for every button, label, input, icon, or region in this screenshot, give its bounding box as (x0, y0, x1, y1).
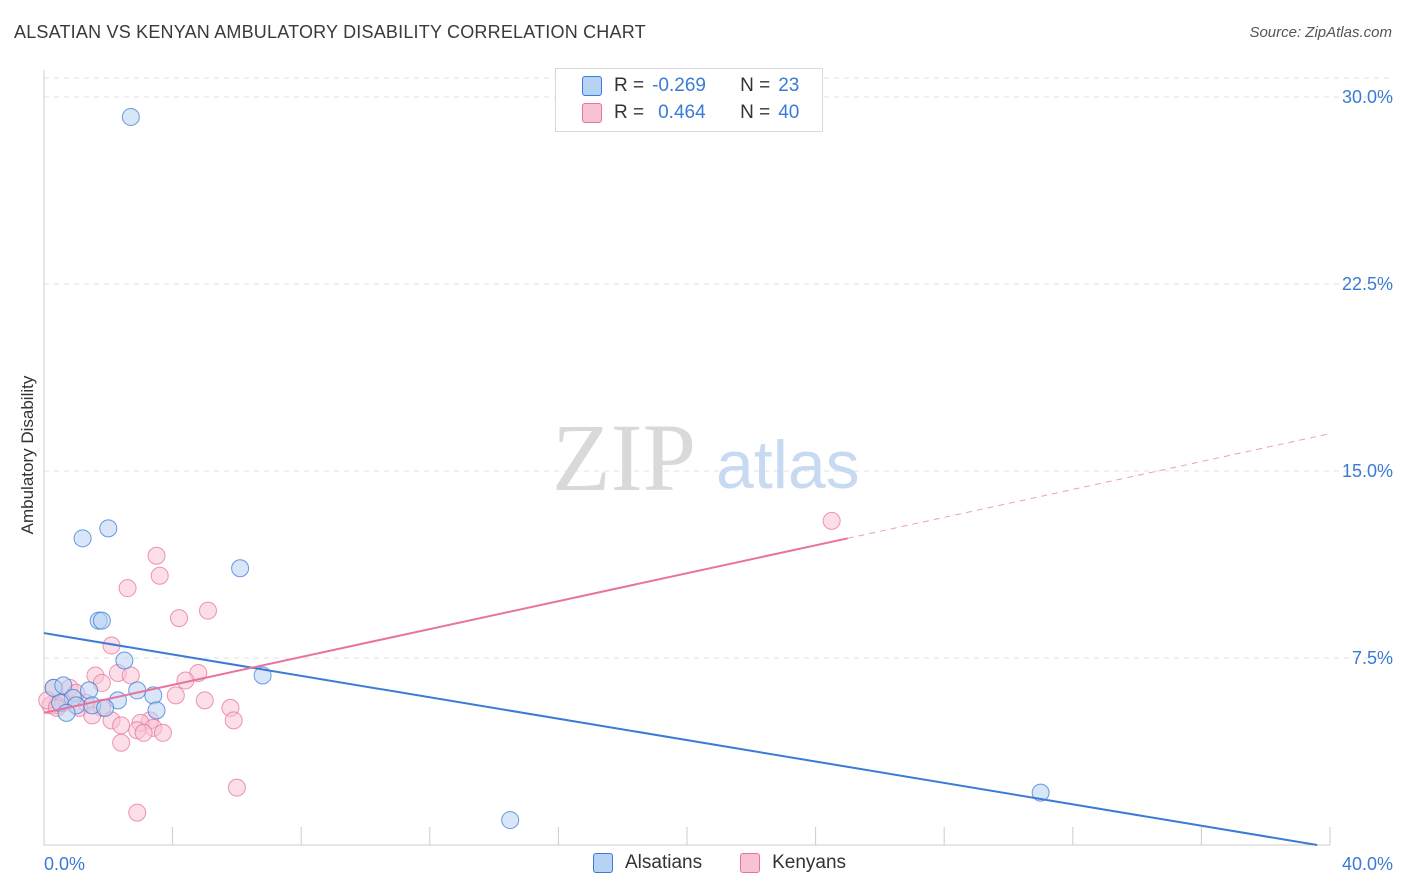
alsatians-legend-label: Alsatians (625, 852, 703, 873)
watermark-zip: ZIP (552, 404, 696, 511)
kenyan-point (134, 723, 153, 742)
y-tick-label: 15.0% (1342, 461, 1393, 481)
alsatian-point (92, 611, 111, 630)
kenyan-point (112, 716, 131, 735)
alsatians-trend-line (43, 632, 1318, 846)
alsatians-swatch (582, 76, 602, 96)
kenyan-point (147, 546, 166, 565)
watermark: ZIP atlas (552, 404, 860, 511)
alsatian-point (501, 811, 520, 830)
alsatian-point (96, 698, 115, 717)
kenyan-point (153, 723, 172, 742)
legend-item-alsatians[interactable]: Alsatians (593, 852, 702, 874)
axes (43, 70, 1331, 846)
kenyan-point (118, 579, 137, 598)
legend-n-label: N = (740, 102, 771, 123)
chart-title: ALSATIAN VS KENYAN AMBULATORY DISABILITY… (14, 22, 646, 42)
legend-n-value: 23 (778, 75, 800, 96)
tick-labels: 7.5% 15.0% 22.5% 30.0% 0.0% 40.0% (44, 87, 1393, 874)
kenyan-point (198, 601, 217, 620)
alsatian-point (147, 701, 166, 720)
alsatian-point (1031, 783, 1050, 802)
legend-r-label: R = (614, 75, 645, 96)
legend-n-value: 40 (778, 102, 800, 123)
kenyans-legend-label: Kenyans (772, 852, 847, 873)
y-tick-label: 30.0% (1342, 87, 1393, 107)
alsatian-point (54, 676, 73, 695)
x-tick-label: 0.0% (44, 854, 85, 874)
legend-row-kenyans: R = 0.464 N = 40 (582, 100, 799, 126)
alsatian-point (115, 651, 134, 670)
kenyan-point (121, 666, 140, 685)
y-tick-label: 7.5% (1352, 648, 1393, 668)
kenyans-swatch (582, 103, 602, 123)
correlation-legend: R = -0.269 N = 23 R = 0.464 N = 40 (555, 68, 823, 132)
legend-item-kenyans[interactable]: Kenyans (740, 852, 846, 874)
watermark-atlas: atlas (716, 427, 860, 503)
alsatians-legend-swatch (593, 853, 613, 873)
x-tick-label: 40.0% (1342, 854, 1393, 874)
y-tick-label: 22.5% (1342, 274, 1393, 294)
alsatian-point (121, 107, 140, 126)
kenyan-point (150, 566, 169, 585)
kenyan-point (166, 686, 185, 705)
legend-n-label: N = (740, 75, 771, 96)
kenyan-point (227, 778, 246, 797)
kenyan-point (112, 733, 131, 752)
kenyan-point (170, 609, 189, 628)
alsatian-point (73, 529, 92, 548)
series-legend: Alsatians Kenyans (593, 852, 884, 874)
kenyan-point (195, 691, 214, 710)
alsatian-point (80, 681, 99, 700)
kenyan-point (128, 803, 147, 822)
alsatian-point (99, 519, 118, 538)
legend-r-label: R = (614, 102, 645, 123)
kenyans-trend-extension (847, 433, 1331, 539)
kenyan-point (822, 511, 841, 530)
legend-r-value: -0.269 (652, 75, 706, 96)
legend-row-alsatians: R = -0.269 N = 23 (582, 73, 799, 99)
alsatian-point (231, 559, 250, 578)
kenyan-point (224, 711, 243, 730)
trend-lines (43, 433, 1331, 846)
legend-r-value: 0.464 (658, 102, 706, 123)
source-label: Source: ZipAtlas.com (1249, 24, 1392, 41)
alsatian-point (253, 666, 272, 685)
kenyans-legend-swatch (740, 853, 761, 873)
data-points (38, 107, 1050, 830)
kenyans-trend-line (43, 537, 848, 714)
